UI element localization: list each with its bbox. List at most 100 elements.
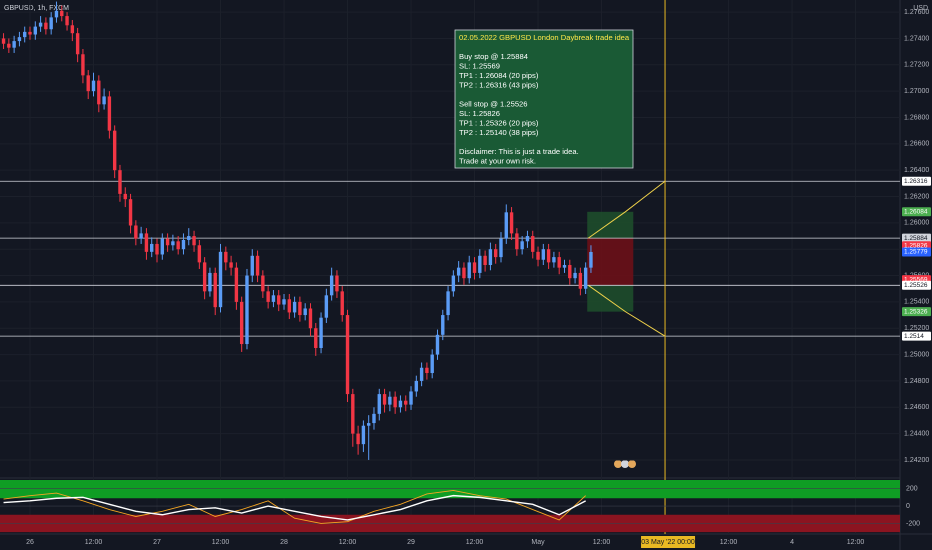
oscillator-pane: 200 0 -200 [0,480,920,533]
y-tick-label: 200 [906,486,918,493]
x-tick-label: May [531,539,545,546]
annotation-line: Disclaimer: This is just a trade idea. [459,147,579,156]
price-label: 1.25526 [904,282,928,289]
candle-body [165,238,170,246]
candle-body [7,43,11,48]
x-tick-label: 12:00 [212,539,230,546]
candle-body [128,199,133,226]
x-tick-label: 4 [790,539,794,546]
candle-body [351,394,355,434]
annotation-line: TP2 : 1.25140 (38 pips) [459,128,539,137]
candle-body [583,267,588,289]
y-tick-label: 1.24800 [904,378,929,385]
x-tick-label: 29 [407,539,415,546]
buy-arrow [588,180,666,239]
x-tick-label: 12:00 [720,539,738,546]
candle-body [324,295,329,318]
y-tick-label: 1.27200 [904,62,929,69]
y-tick-label: 1.27000 [904,88,929,95]
candle-body [557,257,561,268]
candle-body [208,272,212,292]
candle-body [546,249,551,263]
candle-body [372,413,376,424]
candle-body [377,394,381,414]
main-pane: 1.27600 1.27400 1.27200 1.27000 1.26800 1.266… [0,1,930,464]
candle-body [430,354,434,374]
price-label: 1.2514 [904,333,924,340]
candle-body [589,251,593,268]
candle-body [314,328,318,348]
candle-body [65,16,69,26]
candle-body [239,301,244,345]
price-label-bg [902,247,931,257]
candle-body [446,291,450,316]
x-tick-label: 12:00 [466,539,484,546]
x-tick-label: 12:00 [593,539,611,546]
candle-body [155,243,159,255]
y-tick-label: -200 [906,520,920,527]
candle-body [171,241,175,246]
candle-body [250,255,254,276]
candle-body [81,54,85,76]
price-label: 1.25779 [904,249,928,256]
x-tick-label: 03 May '22 00:00 [641,539,695,546]
price-label: 1.25884 [904,235,928,242]
x-tick-label: 12:00 [847,539,865,546]
price-label: 1.26316 [904,178,928,185]
candle-body [541,249,546,260]
candle-body [398,400,403,408]
candle-body [303,308,307,316]
candle-body [504,212,508,239]
candle-body [578,272,583,289]
y-tick-label: 1.25000 [904,351,929,358]
candle-body [525,236,530,242]
candle-body [213,272,217,308]
candle-body [335,275,339,292]
candle-body [478,255,482,273]
price-label-bg [902,331,931,341]
candle-body [552,257,556,263]
y-tick-label: 0 [906,503,910,510]
candle-body [245,275,249,345]
candle-body [91,80,96,92]
price-label-bg [902,307,931,317]
candle-body [261,275,265,292]
x-tick-highlight [641,536,696,548]
candle-body [483,255,487,266]
price-label-bg [902,280,931,290]
candle-body [102,96,106,105]
candle-body [97,80,101,105]
candle-body [17,37,22,42]
candle-body [393,396,397,408]
candle-body [499,238,503,258]
candle-body [292,301,297,313]
y-axis-label: USD [913,5,928,12]
position-zone [587,238,634,286]
candle-body [1,38,6,44]
candle-body [187,236,191,240]
candle-body [456,267,461,276]
y-tick-label: 1.26600 [904,141,929,148]
annotation-box [454,29,634,169]
annotation-line: Sell stop @ 1.25526 [459,100,528,109]
price-label: 1.25569 [904,276,928,283]
candle-body [224,251,228,263]
candle-body [70,25,75,34]
candle-body [361,425,366,445]
candle-body [319,317,323,348]
sell-arrow [588,284,666,337]
candle-body [414,380,419,392]
x-tick-label: 28 [280,539,288,546]
y-tick-label: 1.26400 [904,167,929,174]
candle-body [493,249,498,258]
candle-body [266,291,270,302]
candle-body [515,233,519,250]
candle-body [472,262,477,273]
candle-body [202,262,207,292]
y-tick-label: 1.25200 [904,325,929,332]
candle-body [277,295,281,305]
oscillator-line [3,494,586,521]
candle-body [298,301,302,316]
price-label-bg [902,176,931,186]
annotation-line: SL: 1.25826 [459,109,500,118]
